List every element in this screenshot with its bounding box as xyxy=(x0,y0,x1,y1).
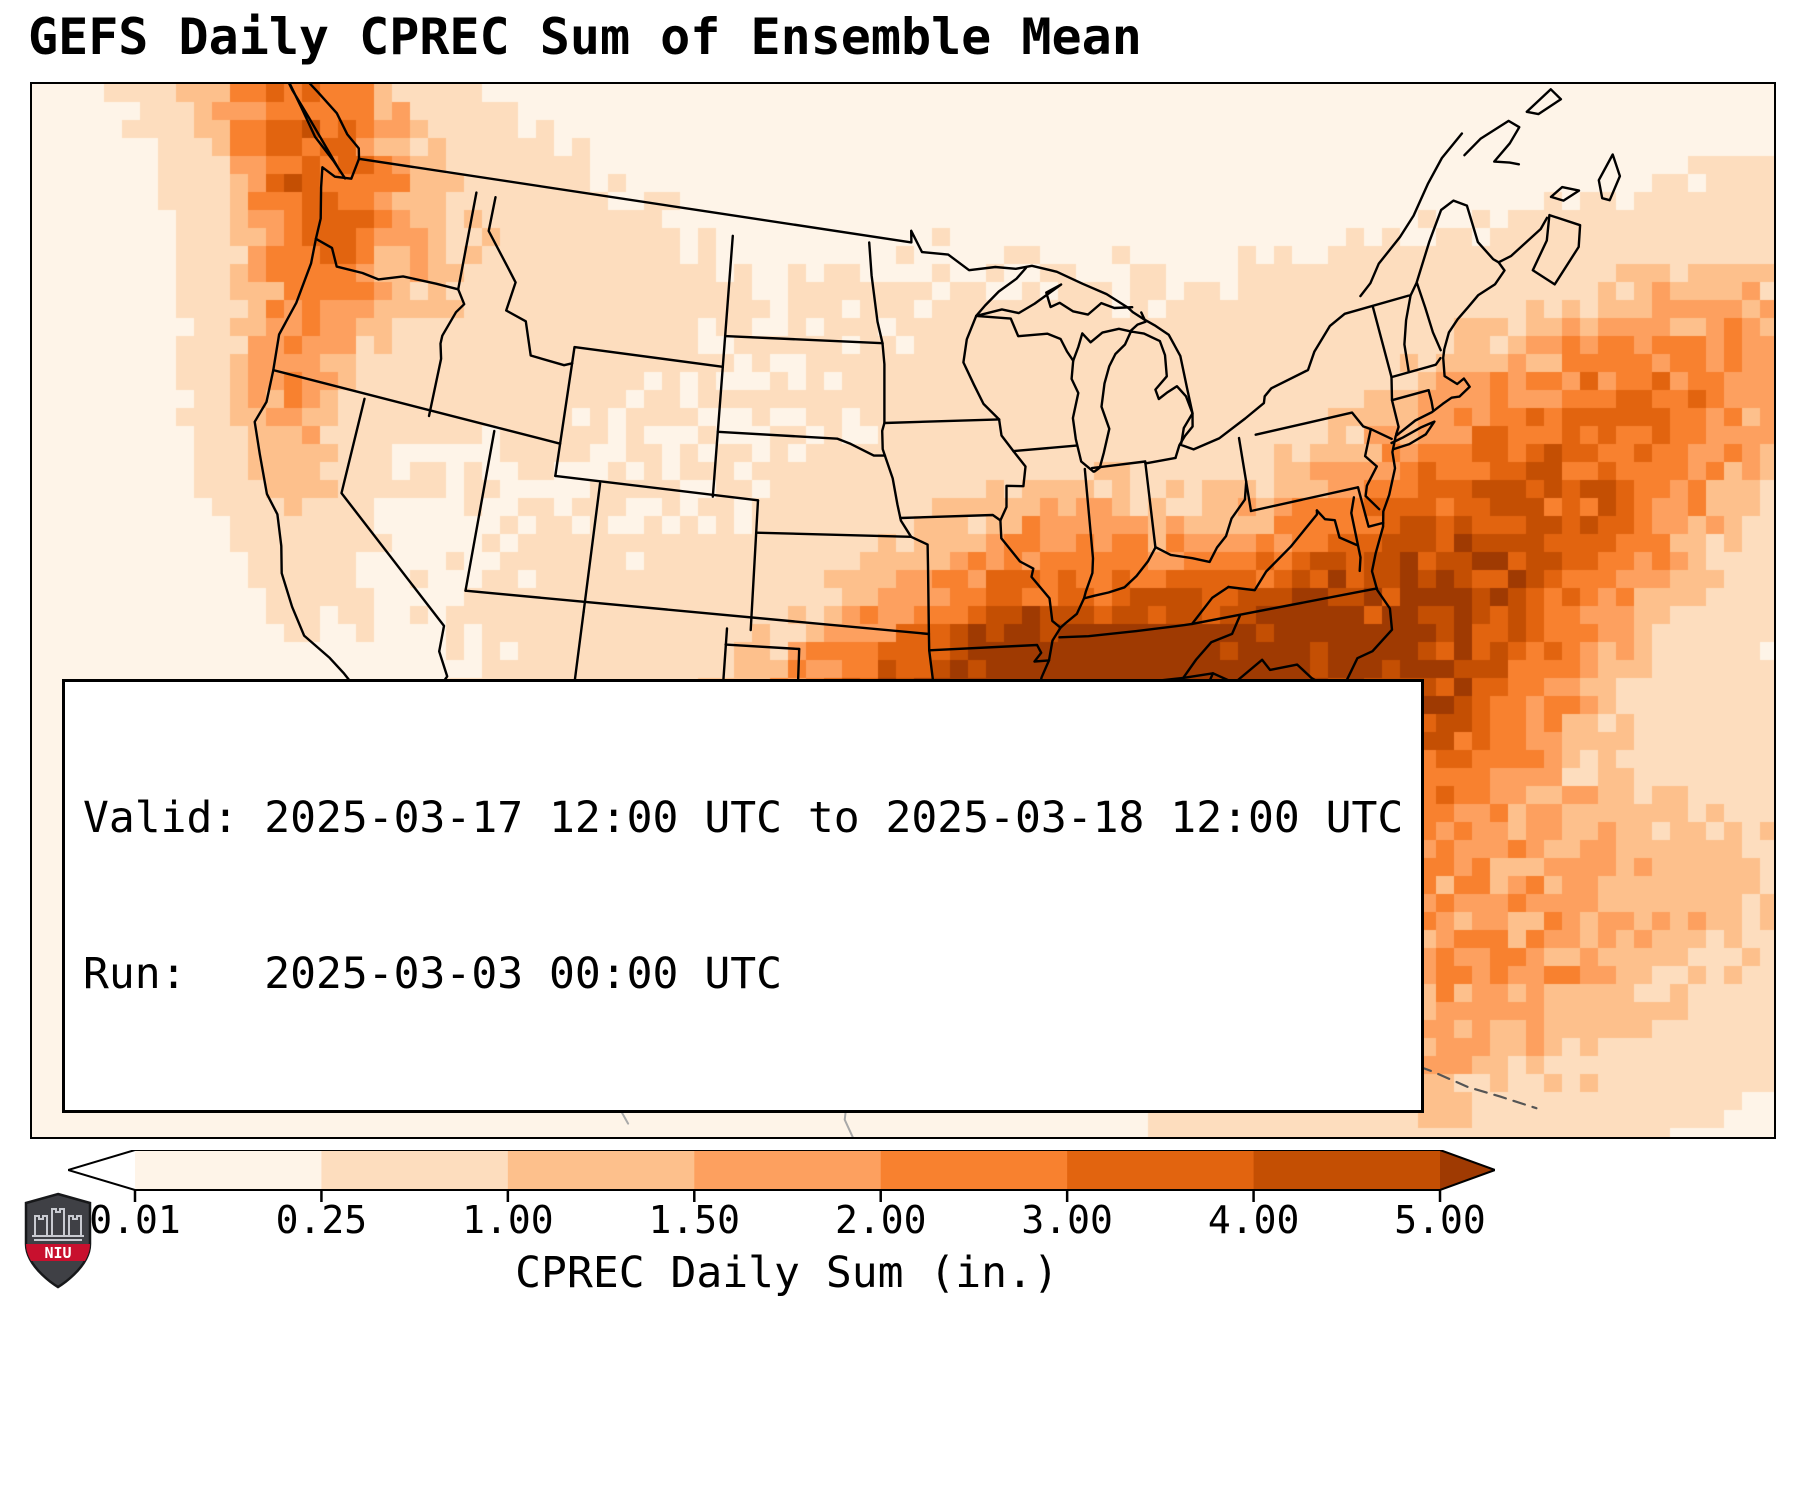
us-boundary-line xyxy=(340,397,449,727)
us-boundary-line xyxy=(1227,509,1319,592)
us-boundary-line xyxy=(1597,153,1622,202)
us-boundary-line xyxy=(1182,658,1332,691)
logo-banner xyxy=(26,1244,90,1261)
us-boundary-line xyxy=(881,342,887,457)
logo-text: NIU xyxy=(44,1244,71,1262)
castle-icon xyxy=(32,1208,84,1241)
colorbar-tick-label: 5.00 xyxy=(1394,1198,1486,1242)
us-boundary-line xyxy=(868,241,884,345)
us-boundary-line xyxy=(721,234,734,368)
colorbar-extend-min xyxy=(68,1150,135,1190)
us-boundary-line xyxy=(1190,587,1379,626)
us-boundary-line xyxy=(928,643,1051,663)
us-boundary-line xyxy=(975,314,1075,362)
colorbar-segment xyxy=(694,1150,882,1190)
info-box: Valid: 2025-03-17 12:00 UTC to 2025-03-1… xyxy=(62,679,1425,1113)
us-boundary-line xyxy=(1531,213,1582,286)
us-boundary-line xyxy=(570,345,724,368)
us-boundary-line xyxy=(464,429,496,592)
us-boundary-line xyxy=(427,288,466,418)
colorbar-tick-label: 2.00 xyxy=(834,1198,927,1242)
map-frame: Valid: 2025-03-17 12:00 UTC to 2025-03-1… xyxy=(30,82,1776,1139)
colorbar-segment xyxy=(1067,1150,1255,1190)
us-boundary-line xyxy=(1144,460,1157,549)
us-boundary-line xyxy=(1315,509,1358,547)
us-boundary-line xyxy=(1182,614,1241,680)
us-boundary-line xyxy=(1072,311,1147,362)
us-boundary-line xyxy=(464,589,931,636)
us-boundary-line xyxy=(1254,411,1372,436)
us-boundary-line xyxy=(1390,420,1436,451)
us-boundary-line xyxy=(1350,496,1362,573)
colorbar-segment xyxy=(880,1150,1068,1190)
us-boundary-line xyxy=(883,418,1001,425)
us-boundary-line xyxy=(1497,216,1549,264)
us-boundary-line xyxy=(883,454,913,538)
us-boundary-line xyxy=(554,362,574,478)
us-boundary-line xyxy=(1012,444,1078,453)
us-boundary-line xyxy=(1359,132,1464,298)
us-boundary-line xyxy=(1403,293,1412,374)
us-boundary-line xyxy=(1070,359,1095,473)
colorbar-segment xyxy=(321,1150,509,1190)
us-boundary-line xyxy=(1427,389,1435,412)
us-boundary-line xyxy=(1549,185,1581,202)
us-boundary-line xyxy=(899,513,1002,522)
us-boundary-line xyxy=(1415,281,1442,352)
us-boundary-line xyxy=(1059,480,1248,629)
us-boundary-line xyxy=(1093,330,1194,473)
us-boundary-line xyxy=(457,191,478,291)
colorbar-segment xyxy=(1253,1150,1441,1190)
colorbar-extend-max xyxy=(1440,1150,1495,1190)
us-boundary-line xyxy=(1237,436,1253,513)
us-boundary-line xyxy=(1390,356,1442,379)
us-boundary-line xyxy=(1371,305,1400,436)
us-boundary-line xyxy=(1363,427,1381,511)
us-boundary-line xyxy=(975,266,1134,318)
colorbar-label: CPREC Daily Sum (in.) xyxy=(515,1248,1059,1298)
us-boundary-line xyxy=(1356,486,1385,528)
colorbar-svg xyxy=(68,1150,1495,1202)
us-boundary-line xyxy=(1525,88,1563,116)
colorbar-segment xyxy=(135,1150,323,1190)
us-boundary-line xyxy=(487,196,574,367)
us-boundary-line xyxy=(909,535,931,636)
colorbar-tick-label: 3.00 xyxy=(1021,1198,1113,1242)
us-boundary-line xyxy=(755,531,913,538)
colorbar-tick-label: 0.25 xyxy=(275,1198,368,1242)
figure-title: GEFS Daily CPREC Sum of Ensemble Mean xyxy=(28,8,1142,66)
us-boundary-line xyxy=(308,84,361,160)
colorbar-segment xyxy=(507,1150,695,1190)
us-boundary-line xyxy=(962,314,1001,421)
us-boundary-line xyxy=(1463,119,1521,166)
us-boundary-line xyxy=(1090,460,1147,470)
us-boundary-line xyxy=(1249,486,1360,513)
colorbar-tick-label: 1.50 xyxy=(648,1198,741,1242)
run-line: Run: 2025-03-03 00:00 UTC xyxy=(83,949,782,999)
colorbar-tick-label: 1.00 xyxy=(462,1198,554,1242)
us-boundary-line xyxy=(582,482,602,614)
us-boundary-line xyxy=(272,368,562,445)
us-boundary-line xyxy=(1369,427,1393,441)
valid-line: Valid: 2025-03-17 12:00 UTC to 2025-03-1… xyxy=(83,793,1404,843)
us-boundary-line xyxy=(1058,622,1194,639)
us-boundary-line xyxy=(1082,467,1095,600)
us-boundary-line xyxy=(724,643,801,651)
us-boundary-line xyxy=(749,499,760,632)
colorbar-tick-label: 0.01 xyxy=(89,1198,181,1242)
us-boundary-line xyxy=(723,334,884,345)
us-boundary-line xyxy=(1144,456,1177,465)
us-boundary-line xyxy=(288,84,347,180)
us-boundary-line xyxy=(554,474,760,502)
us-boundary-line xyxy=(314,237,460,291)
colorbar-tick-label: 4.00 xyxy=(1207,1198,1300,1242)
us-boundary-line xyxy=(716,430,887,457)
us-boundary-line xyxy=(1390,389,1430,402)
niu-logo: NIU xyxy=(24,1192,92,1289)
us-boundary-line xyxy=(1190,585,1230,626)
